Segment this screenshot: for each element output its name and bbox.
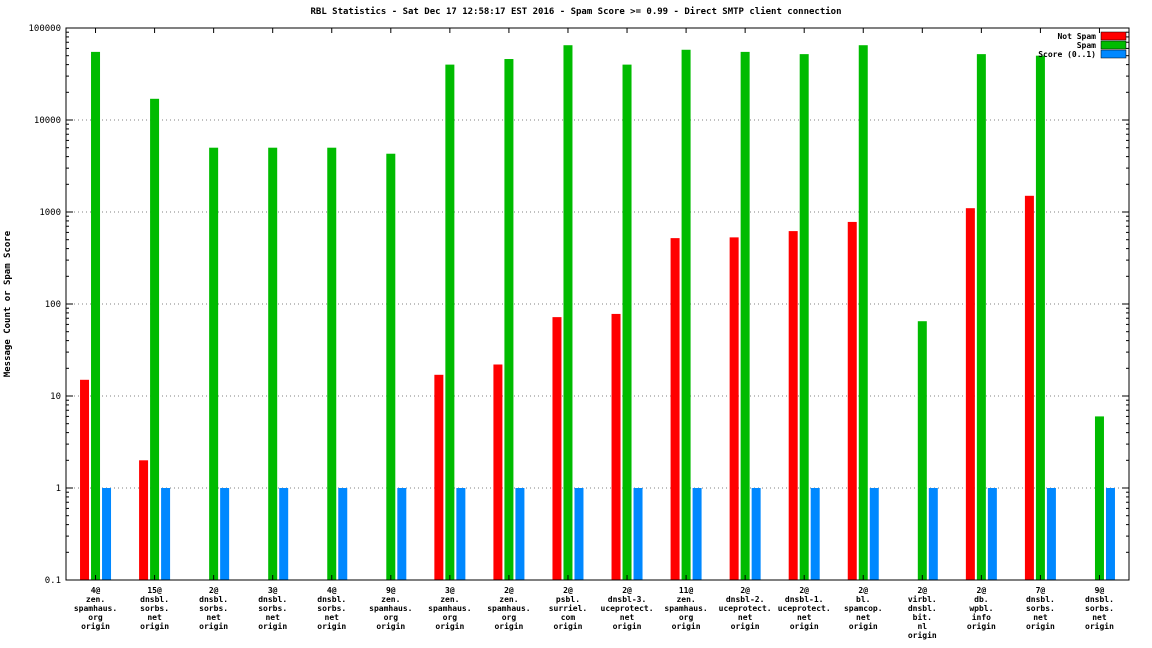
x-category-label: 2@ dnsbl-2. uceprotect. net origin — [719, 586, 772, 631]
y-tick-label: 100 — [45, 300, 61, 310]
y-tick-label: 0.1 — [45, 576, 61, 586]
bar-spam — [740, 51, 750, 580]
bar-not-spam — [139, 460, 149, 580]
bar-spam — [799, 54, 809, 581]
bar-score-0-1- — [279, 488, 289, 580]
x-category-label: 9@ zen. spamhaus. org origin — [369, 586, 412, 631]
bar-score-0-1- — [1105, 488, 1115, 580]
x-category-label: 2@ dnsbl-3. uceprotect. net origin — [601, 586, 654, 631]
legend-label: Not Spam — [1057, 32, 1096, 41]
bar-score-0-1- — [810, 488, 820, 580]
bar-spam — [445, 64, 455, 581]
bar-spam — [504, 59, 514, 580]
bar-spam — [1035, 55, 1045, 580]
bar-spam — [681, 49, 691, 580]
bar-not-spam — [965, 208, 975, 580]
bar-score-0-1- — [1046, 488, 1056, 580]
bar-spam — [209, 147, 219, 580]
bar-score-0-1- — [161, 488, 171, 580]
bar-spam — [563, 45, 573, 580]
x-category-label: 2@ virbl. dnsbl. bit. nl origin — [908, 586, 937, 640]
bar-spam — [976, 54, 986, 581]
legend-label: Spam — [1077, 41, 1096, 50]
bar-score-0-1- — [515, 488, 525, 580]
bar-not-spam — [80, 379, 90, 580]
bar-spam — [1094, 416, 1104, 580]
bar-not-spam — [493, 364, 503, 580]
bar-score-0-1- — [102, 488, 112, 580]
chart-title: RBL Statistics - Sat Dec 17 12:58:17 EST… — [310, 7, 842, 17]
bar-not-spam — [552, 317, 562, 580]
y-tick-label: 100000 — [28, 24, 61, 34]
x-category-label: 2@ bl. spamcop. net origin — [844, 586, 883, 631]
bar-not-spam — [670, 238, 680, 580]
bar-not-spam — [434, 374, 444, 580]
bar-spam — [268, 147, 278, 580]
legend-swatch — [1100, 49, 1127, 59]
legend-swatch — [1100, 40, 1127, 50]
x-category-label: 4@ dnsbl. sorbs. net origin — [317, 586, 346, 631]
bar-score-0-1- — [220, 488, 230, 580]
x-category-label: 2@ db. wpbl. info origin — [967, 586, 996, 631]
bar-not-spam — [788, 231, 798, 580]
bar-score-0-1- — [633, 488, 643, 580]
x-category-label: 7@ dnsbl. sorbs. net origin — [1026, 586, 1055, 631]
bar-score-0-1- — [751, 488, 761, 580]
y-tick-label: 1000 — [39, 208, 61, 218]
bar-score-0-1- — [692, 488, 702, 580]
x-category-label: 2@ zen. spamhaus. org origin — [487, 586, 530, 631]
bar-score-0-1- — [456, 488, 466, 580]
bar-not-spam — [1024, 195, 1034, 580]
x-category-label: 9@ dnsbl. sorbs. net origin — [1085, 586, 1114, 631]
x-category-label: 4@ zen. spamhaus. org origin — [74, 586, 117, 631]
bar-not-spam — [611, 313, 621, 580]
bar-not-spam — [729, 237, 739, 580]
legend-swatch — [1100, 31, 1127, 41]
bar-spam — [91, 51, 101, 580]
y-tick-label: 1 — [56, 484, 61, 494]
bar-score-0-1- — [869, 488, 879, 580]
bar-score-0-1- — [928, 488, 938, 580]
bar-score-0-1- — [397, 488, 407, 580]
bar-spam — [858, 45, 868, 580]
bar-score-0-1- — [987, 488, 997, 580]
y-tick-label: 10 — [50, 392, 61, 402]
bar-not-spam — [847, 221, 857, 580]
bar-score-0-1- — [574, 488, 584, 580]
x-category-label: 2@ dnsbl. sorbs. net origin — [199, 586, 228, 631]
x-category-label: 3@ zen. spamhaus. org origin — [428, 586, 471, 631]
bar-spam — [150, 98, 160, 580]
y-tick-label: 10000 — [34, 116, 61, 126]
x-category-label: 2@ psbl. surriel. com origin — [549, 586, 588, 631]
bar-spam — [917, 321, 927, 580]
bar-spam — [386, 153, 396, 581]
legend-label: Score (0..1) — [1038, 50, 1096, 59]
y-axis-title: Message Count or Spam Score — [3, 230, 13, 377]
x-category-label: 2@ dnsbl-1. uceprotect. net origin — [778, 586, 831, 631]
bar-spam — [622, 64, 632, 581]
x-category-label: 15@ dnsbl. sorbs. net origin — [140, 586, 169, 631]
bar-spam — [327, 147, 337, 580]
x-category-label: 11@ zen. spamhaus. org origin — [664, 586, 707, 631]
bar-score-0-1- — [338, 488, 348, 580]
x-category-label: 3@ dnsbl. sorbs. net origin — [258, 586, 287, 631]
